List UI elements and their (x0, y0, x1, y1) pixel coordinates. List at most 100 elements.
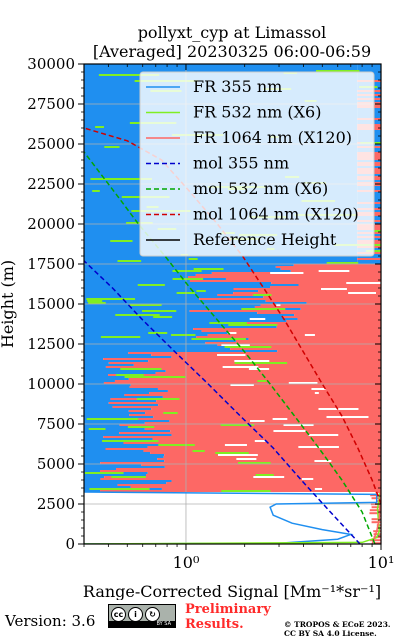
band-green (253, 294, 272, 296)
band-green (148, 332, 168, 334)
band-blue (84, 334, 208, 336)
band-red (166, 482, 381, 484)
band-blue (84, 282, 272, 284)
band-green (111, 476, 146, 478)
band-green (84, 472, 124, 474)
band-green (209, 322, 247, 324)
band-blue (84, 306, 255, 308)
band-gap (249, 318, 266, 320)
band-blue (84, 66, 358, 68)
y-tick-label: 25000 (27, 135, 75, 153)
band-blue (84, 294, 218, 296)
preliminary-line1: Preliminary (185, 602, 271, 617)
band-blue (84, 414, 130, 416)
band-blue (84, 300, 266, 302)
band-blue (84, 368, 149, 370)
band-blue (84, 324, 255, 326)
band-green (90, 178, 152, 180)
band-red (187, 276, 381, 278)
band-red (167, 390, 381, 392)
band-red (233, 292, 381, 294)
band-blue (84, 354, 152, 356)
series-lines (84, 127, 381, 544)
band-green (127, 426, 155, 428)
band-red (225, 278, 381, 280)
band-blue (84, 348, 231, 350)
band-green (221, 490, 271, 492)
band-red (133, 364, 381, 366)
band-gap (222, 366, 259, 368)
band-blue (84, 482, 167, 484)
band-green (117, 260, 142, 262)
band-blue (84, 434, 172, 436)
band-blue (84, 480, 172, 482)
band-red (189, 310, 381, 312)
band-low-red (371, 506, 381, 509)
band-green (137, 284, 165, 286)
band-gap (253, 476, 285, 478)
band-red (277, 350, 381, 352)
band-low-red (370, 539, 381, 542)
legend-label: FR 355 nm (193, 77, 282, 96)
band-blue (84, 316, 283, 318)
legend-label: FR 1064 nm (X120) (193, 128, 352, 147)
band-red (357, 64, 381, 66)
band-red (207, 334, 381, 336)
band-red (104, 476, 381, 478)
band-green (104, 146, 120, 148)
x-tick-label: 10⁰ (173, 553, 200, 572)
band-blue (84, 308, 301, 310)
band-blue (84, 346, 266, 348)
band-blue (84, 406, 113, 408)
band-red (170, 444, 381, 446)
band-blue (84, 464, 142, 466)
band-blue (84, 386, 130, 388)
band-gap (314, 392, 319, 394)
band-low-red (375, 491, 381, 494)
band-blue (84, 262, 358, 264)
band-red (130, 384, 381, 386)
band-gap (314, 488, 323, 490)
band-blue (84, 274, 196, 276)
band-red (265, 300, 381, 302)
band-blue (84, 356, 172, 358)
band-green (141, 310, 177, 312)
band-blue (84, 432, 120, 434)
band-red (298, 284, 381, 286)
band-red (193, 328, 381, 330)
band-green (102, 440, 159, 442)
band-red (293, 264, 381, 266)
band-red (357, 66, 381, 68)
band-blue (84, 460, 165, 462)
band-red (205, 342, 381, 344)
band-red (171, 480, 381, 482)
band-gap (276, 304, 281, 306)
band-blue (84, 296, 264, 298)
band-blue (84, 266, 276, 268)
band-red (263, 296, 381, 298)
band-gap (234, 360, 270, 362)
x-axis-label: Range-Corrected Signal [Mm⁻¹*sr⁻¹] (83, 582, 381, 600)
band-gap (314, 460, 332, 462)
band-red (162, 396, 381, 398)
band-blue (84, 390, 168, 392)
band-red (156, 400, 381, 402)
band-gap (301, 478, 314, 480)
band-green (88, 428, 106, 430)
band-red (112, 406, 381, 408)
band-green (171, 334, 196, 336)
band-blue (84, 466, 165, 468)
band-red (149, 392, 381, 394)
sa-icon: ↻ (145, 607, 160, 622)
cc-icon: cc (111, 607, 126, 622)
band-blue (84, 360, 149, 362)
band-red (152, 438, 381, 440)
band-blue (84, 278, 226, 280)
legend-label: FR 532 nm (X6) (193, 103, 321, 122)
band-red (189, 280, 381, 282)
band-gap (217, 454, 258, 456)
band-blue (84, 452, 151, 454)
band-red (199, 298, 381, 300)
series-line-3 (84, 260, 361, 544)
band-gap (224, 444, 247, 446)
